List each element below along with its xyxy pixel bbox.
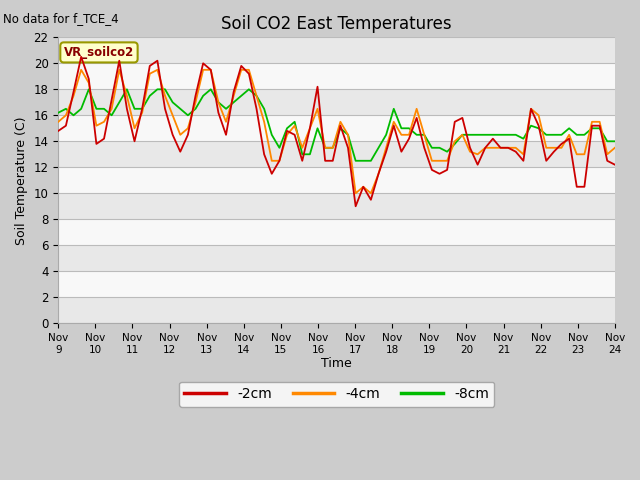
Text: No data for f_TCE_4: No data for f_TCE_4 xyxy=(3,12,119,25)
Title: Soil CO2 East Temperatures: Soil CO2 East Temperatures xyxy=(221,15,452,33)
Bar xyxy=(58,193,615,219)
Bar xyxy=(58,115,615,141)
Bar xyxy=(58,37,615,63)
Text: VR_soilco2: VR_soilco2 xyxy=(64,46,134,59)
Bar xyxy=(58,219,615,245)
Bar xyxy=(58,245,615,271)
Bar xyxy=(58,141,615,168)
Bar xyxy=(58,297,615,323)
Bar xyxy=(58,63,615,89)
X-axis label: Time: Time xyxy=(321,357,352,370)
Legend: -2cm, -4cm, -8cm: -2cm, -4cm, -8cm xyxy=(179,382,494,407)
Y-axis label: Soil Temperature (C): Soil Temperature (C) xyxy=(15,116,28,244)
Bar xyxy=(58,271,615,297)
Bar xyxy=(58,89,615,115)
Bar xyxy=(58,168,615,193)
